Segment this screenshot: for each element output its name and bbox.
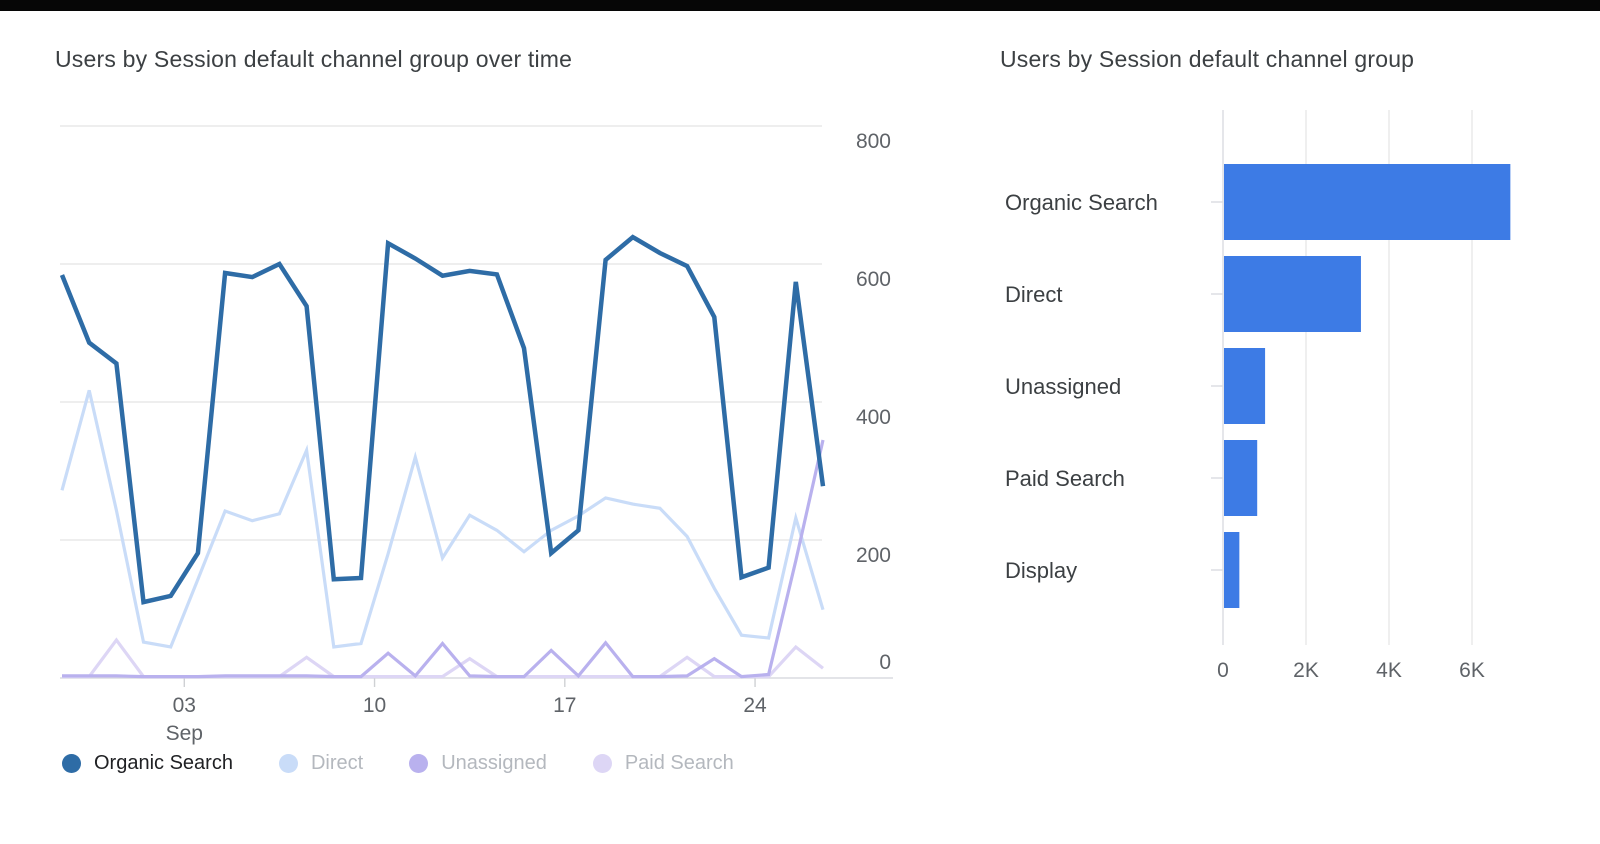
y-axis-label-800: 800: [856, 130, 891, 153]
legend-label-organic-search: Organic Search: [94, 752, 233, 774]
line-series-organic-search[interactable]: [59, 234, 826, 605]
bar-chart-canvas: 0 2K 4K 6K Organic Search Direct Unassigned Pai…: [1005, 110, 1511, 682]
legend-item-direct[interactable]: Direct: [278, 752, 364, 775]
y-axis-label-400: 400: [856, 406, 891, 429]
line-chart-canvas: 0 200 400 600 800 03 Sep 10 17 24: [59, 125, 893, 745]
screen-top-edge: [0, 0, 1600, 11]
bar-x-axis-label-2K: 2K: [1293, 659, 1319, 682]
legend-dot-organic-search: [62, 754, 81, 773]
legend-item-organic-search[interactable]: Organic Search: [62, 752, 233, 775]
bar-category-label-direct: Direct: [1005, 282, 1062, 307]
y-axis-label-600: 600: [856, 268, 891, 291]
y-axis-label-200: 200: [856, 544, 891, 567]
x-axis-label-17: 17: [553, 694, 576, 717]
bar-category-label-organic-search: Organic Search: [1005, 190, 1158, 215]
bar-unassigned[interactable]: [1224, 348, 1266, 424]
legend-dot-direct: [278, 754, 298, 773]
legend-dot-unassigned: [409, 754, 429, 773]
legend-item-unassigned[interactable]: Unassigned: [409, 752, 547, 775]
line-chart-legend: Organic Search Direct Unassigned Paid Searc…: [62, 752, 734, 775]
bar-organic-search[interactable]: [1224, 164, 1511, 240]
bar-chart-title: Users by Session default channel group: [1000, 46, 1415, 72]
bar-display[interactable]: [1224, 532, 1240, 608]
bar-x-axis-label-4K: 4K: [1376, 659, 1402, 682]
x-axis-label-24: 24: [743, 694, 767, 717]
x-axis-month-label: Sep: [166, 722, 203, 745]
legend-label-direct: Direct: [310, 752, 364, 774]
x-axis-label-10: 10: [363, 694, 386, 717]
bar-category-label-display: Display: [1005, 558, 1077, 583]
bar-category-label-unassigned: Unassigned: [1005, 374, 1121, 399]
x-axis-label-03: 03: [173, 694, 196, 717]
line-series-unassigned[interactable]: [62, 439, 825, 679]
line-series-direct[interactable]: [60, 389, 825, 649]
legend-label-paid-search: Paid Search: [624, 752, 734, 774]
line-chart-title: Users by Session default channel group o…: [55, 46, 573, 72]
bar-direct[interactable]: [1224, 256, 1361, 332]
bar-paid-search[interactable]: [1224, 440, 1258, 516]
legend-label-unassigned: Unassigned: [441, 752, 547, 774]
bar-x-axis-label-0: 0: [1217, 659, 1229, 682]
bar-category-label-paid-search: Paid Search: [1005, 466, 1125, 491]
y-axis-label-0: 0: [879, 651, 891, 674]
legend-dot-paid-search: [592, 754, 612, 773]
bar-x-axis-label-6K: 6K: [1459, 659, 1485, 682]
legend-item-paid-search[interactable]: Paid Search: [592, 752, 734, 775]
